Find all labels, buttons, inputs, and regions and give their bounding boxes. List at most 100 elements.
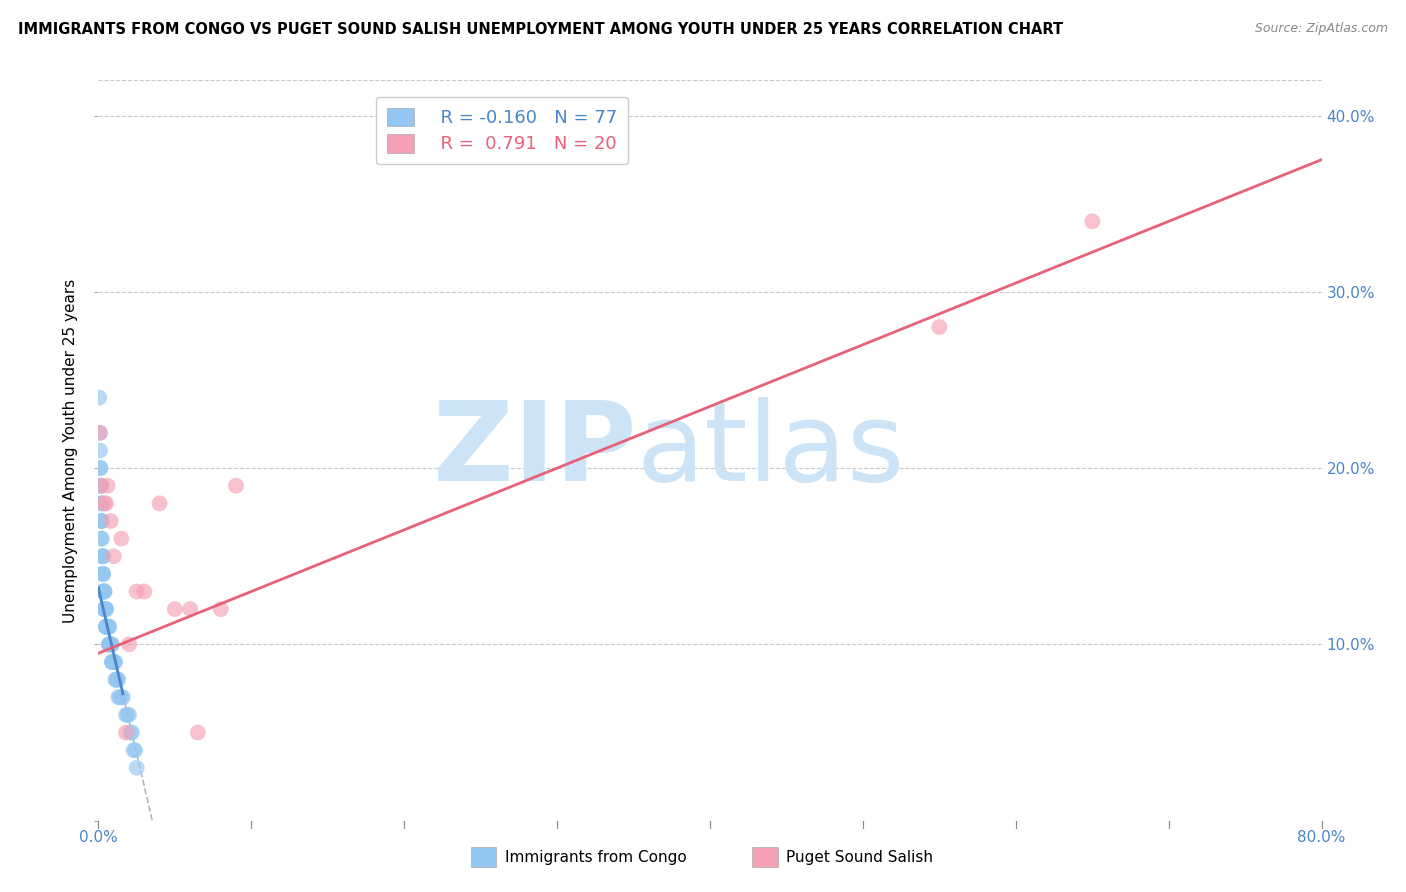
Point <box>91 566 114 581</box>
Point <box>101 655 124 669</box>
Point <box>97 620 120 634</box>
Point <box>90 514 112 528</box>
Point <box>94 620 117 634</box>
Point <box>118 707 141 722</box>
Point <box>94 602 117 616</box>
Point <box>91 549 114 564</box>
Point <box>94 620 117 634</box>
Point <box>93 584 115 599</box>
Point <box>93 602 115 616</box>
Point <box>91 584 114 599</box>
Point <box>98 637 121 651</box>
Legend:   R = -0.160   N = 77,   R =  0.791   N = 20: R = -0.160 N = 77, R = 0.791 N = 20 <box>377 96 628 164</box>
Point <box>89 391 111 405</box>
Point <box>94 620 117 634</box>
Point <box>98 620 121 634</box>
Text: ZIP: ZIP <box>433 397 637 504</box>
Point <box>90 549 112 564</box>
Point <box>94 602 117 616</box>
Point <box>149 496 172 510</box>
Point <box>121 725 143 739</box>
Point <box>93 496 115 510</box>
Point <box>187 725 209 739</box>
Point <box>104 673 127 687</box>
Point <box>94 602 117 616</box>
Text: Puget Sound Salish: Puget Sound Salish <box>786 850 934 864</box>
Point <box>89 425 111 440</box>
Point <box>97 620 120 634</box>
Point <box>100 637 122 651</box>
Point <box>91 584 114 599</box>
Point <box>90 496 112 510</box>
Y-axis label: Unemployment Among Youth under 25 years: Unemployment Among Youth under 25 years <box>63 278 79 623</box>
Point <box>89 425 111 440</box>
Point <box>93 602 115 616</box>
Point <box>90 496 112 510</box>
Point <box>134 584 156 599</box>
Point <box>100 637 122 651</box>
Point <box>94 620 117 634</box>
Point <box>108 690 131 705</box>
Point <box>93 602 115 616</box>
Point <box>225 479 247 493</box>
Point <box>89 443 111 458</box>
Point <box>97 620 120 634</box>
Point <box>97 479 120 493</box>
Point <box>90 479 112 493</box>
Point <box>110 690 132 705</box>
Point <box>93 584 115 599</box>
Point <box>90 514 112 528</box>
Point <box>97 620 120 634</box>
Point <box>104 655 127 669</box>
Point <box>94 496 117 510</box>
Point <box>91 566 114 581</box>
Point <box>103 655 125 669</box>
Point <box>115 707 138 722</box>
Point <box>107 690 129 705</box>
Point <box>101 637 124 651</box>
Point <box>90 479 112 493</box>
Point <box>124 743 146 757</box>
Point <box>125 584 148 599</box>
Point <box>118 637 141 651</box>
Point <box>125 761 148 775</box>
Point <box>100 637 122 651</box>
Point <box>103 655 125 669</box>
Point <box>209 602 232 616</box>
Point <box>98 637 121 651</box>
Point <box>91 549 114 564</box>
Point <box>103 655 125 669</box>
Point <box>90 532 112 546</box>
Point <box>105 673 128 687</box>
Point <box>90 514 112 528</box>
Point <box>107 673 129 687</box>
Point <box>111 690 134 705</box>
Point <box>90 479 112 493</box>
Point <box>1081 214 1104 228</box>
Point <box>179 602 201 616</box>
Point <box>93 584 115 599</box>
Point <box>94 620 117 634</box>
Point <box>163 602 186 616</box>
Point <box>103 655 125 669</box>
Point <box>89 461 111 475</box>
Point <box>105 673 128 687</box>
Point <box>101 655 124 669</box>
Point <box>115 725 138 739</box>
Point <box>90 461 112 475</box>
Point <box>90 532 112 546</box>
Text: Immigrants from Congo: Immigrants from Congo <box>505 850 686 864</box>
Point <box>100 514 122 528</box>
Text: IMMIGRANTS FROM CONGO VS PUGET SOUND SALISH UNEMPLOYMENT AMONG YOUTH UNDER 25 YE: IMMIGRANTS FROM CONGO VS PUGET SOUND SAL… <box>18 22 1063 37</box>
Point <box>98 637 121 651</box>
Point <box>122 743 145 757</box>
Point <box>120 725 142 739</box>
Point <box>91 566 114 581</box>
Point <box>98 637 121 651</box>
Point <box>93 602 115 616</box>
Point <box>100 637 122 651</box>
Point <box>93 602 115 616</box>
Point <box>928 320 950 334</box>
Point <box>117 707 139 722</box>
Text: atlas: atlas <box>637 397 905 504</box>
